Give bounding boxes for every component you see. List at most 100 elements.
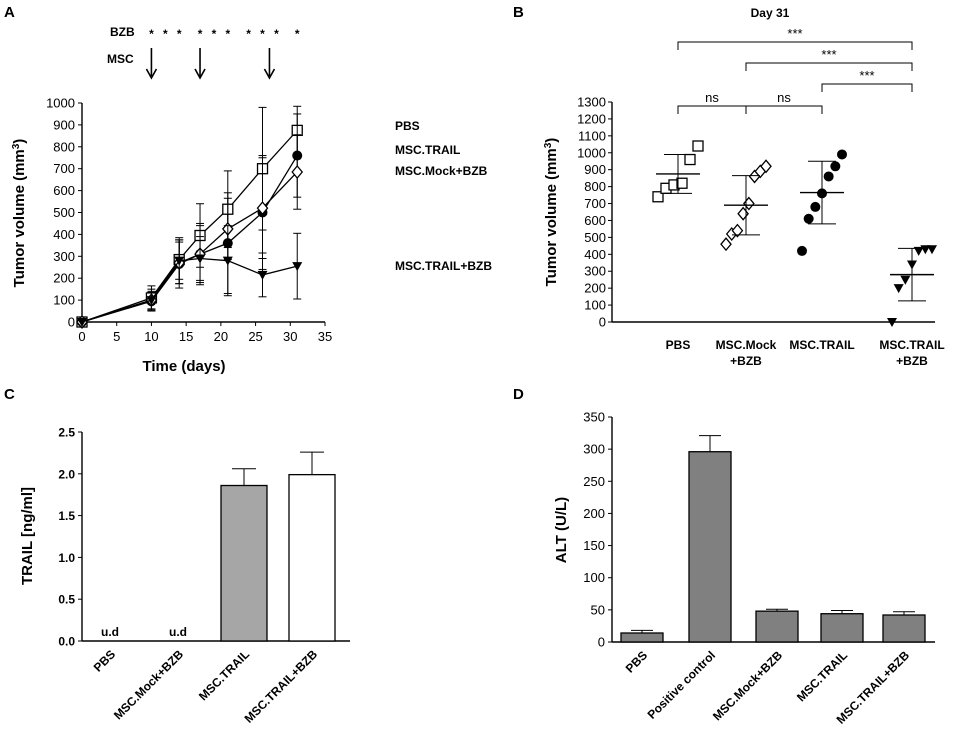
panel-a-msc-arrow (145, 48, 158, 80)
panel-a-ytick-label: 800 (53, 139, 75, 154)
panel-c-ytick-label: 0.5 (58, 593, 75, 607)
panel-c-bar (220, 484, 268, 642)
panel-d-bar (755, 610, 799, 643)
panel-c-ytick-label: 2.0 (58, 467, 75, 481)
panel-d-errbar (831, 610, 853, 614)
panel-a-msc-arrow-head (263, 68, 276, 80)
panel-a-msc-arrow (194, 48, 206, 80)
panel-a-msc-arrow-head (145, 68, 158, 80)
panel-b-category-label: PBS (666, 338, 691, 352)
panel-a-xtick-label: 5 (113, 329, 120, 344)
panel-c-errbar (300, 451, 324, 475)
panel-a-bzb-star: * (246, 27, 251, 41)
panel-b-ytick-label: 500 (584, 230, 606, 245)
panel-c-ytick-label: 1.0 (58, 551, 75, 565)
panel-a-msc-arrow-head (194, 68, 206, 80)
panel-a-point (256, 201, 269, 216)
panel-c-ylabel: TRAIL [ng/ml] (19, 487, 36, 585)
panel-b-point (803, 213, 814, 224)
panel-b-point (887, 318, 897, 327)
panel-c-errbar (232, 468, 256, 486)
panel-b-point (927, 245, 937, 255)
panel-a-series-MSC.TRAIL (77, 113, 303, 327)
panel-a-ytick-label: 500 (53, 205, 75, 220)
panel-a-bzb-star: * (177, 27, 182, 41)
panel-b-ytick-label: 1000 (577, 145, 606, 160)
panel-a-point (195, 254, 206, 264)
panel-a-bzb-star: * (260, 27, 265, 41)
panel-a-ytick-label: 600 (53, 183, 75, 198)
panel-b-point (797, 245, 807, 256)
panel-a-msc-label: MSC (107, 52, 134, 66)
panel-a-xtick-label: 30 (283, 329, 297, 344)
panel-a-ytick-label: 200 (53, 271, 75, 286)
panel-b-category-label: MSC.TRAIL (789, 338, 854, 352)
panel-a-msc-arrow (263, 48, 276, 80)
panel-c-annotation: u.d (101, 625, 119, 639)
panel-a-series-PBS (76, 105, 303, 328)
panel-d-errbar (893, 611, 915, 615)
panel-b-significance-bracket: *** (677, 26, 913, 50)
panel-b-point (823, 171, 834, 182)
panel-d-bar (620, 632, 664, 643)
panel-c-bar-chart: TRAIL [ng/ml] 0.0 0.5 1.0 1.5 2.0 2.5 u.d PBS u.… (19, 426, 350, 726)
panel-d-errbar (699, 435, 721, 452)
panel-a-xlabel: Time (days) (142, 358, 225, 375)
panel-a-bzb-label: BZB (110, 25, 135, 39)
panel-a-line-MSC.TRAIL+BZB (81, 257, 298, 323)
panel-a-xtick-label: 10 (144, 329, 158, 344)
panel-a-bzb-star: * (149, 27, 154, 41)
panel-a-line-chart: Time (days) Tumor volume (mm3) BZB MSC 0… (11, 25, 493, 375)
panel-a-bzb-star: * (163, 27, 168, 41)
panel-b-significance-label: ns (777, 90, 791, 105)
panel-a-series-MSC.Mock+BZB (76, 134, 304, 330)
panel-d-bar (688, 451, 732, 643)
panel-b-point (731, 223, 744, 238)
panel-a-bzb-star: * (225, 27, 230, 41)
panel-a-legend-MSC.Mock+BZB: MSC.Mock+BZB (395, 164, 488, 178)
panel-a-point (292, 262, 303, 272)
panel-b-ytick-label: 800 (584, 179, 606, 194)
panel-b-ytick-label: 200 (584, 281, 606, 296)
panel-b-title: Day 31 (751, 6, 790, 20)
panel-b-point (720, 237, 732, 252)
panel-b-significance-bracket: ns (677, 90, 747, 114)
panel-b-ytick-label: 1200 (577, 111, 606, 126)
panel-a-xtick-label: 25 (248, 329, 262, 344)
panel-a-legend-PBS: PBS (395, 119, 420, 133)
panel-b-significance-label: *** (821, 47, 836, 62)
panel-a-point (146, 296, 157, 306)
panel-b-sd-bar (664, 153, 692, 194)
panel-b-ytick-label: 100 (584, 298, 606, 313)
panel-b-category-label: MSC.TRAIL +BZB (879, 338, 944, 368)
panel-b-ytick-label: 600 (584, 213, 606, 228)
panel-b-point (810, 201, 821, 212)
panel-d-category-label: PBS (623, 648, 650, 675)
panel-a-xtick-label: 20 (214, 329, 228, 344)
panel-b-point (830, 161, 841, 172)
panel-c-category-label: MSC.TRAIL (196, 647, 252, 703)
panel-a-point (222, 256, 233, 266)
panel-b-point (900, 275, 911, 285)
panel-a-ytick-label: 100 (53, 293, 75, 308)
panel-b-scatter-chart: Day 31 Tumor volume (mm3) 0 100 200 300 400 5… (543, 6, 945, 368)
panel-a-ytick-label: 1000 (46, 96, 75, 111)
panel-b-significance-bracket: ns (745, 90, 823, 114)
panel-a-ytick-label: 0 (68, 315, 75, 330)
panel-d-ytick-label: 150 (583, 538, 605, 553)
panel-d-errbar (631, 629, 653, 633)
panel-d-ytick-label: 200 (583, 506, 605, 521)
panel-d-ytick-label: 300 (583, 442, 605, 457)
panel-a-point (174, 256, 185, 266)
panel-b-sd-bar (732, 175, 760, 236)
panel-a-xtick-label: 15 (179, 329, 193, 344)
panel-d-category-label: MSC.TRAIL (794, 648, 850, 704)
panel-a-point (291, 164, 304, 180)
panel-b-bracket-line (821, 83, 913, 92)
panel-b-bracket-line (745, 62, 913, 71)
panel-b-point (737, 206, 749, 221)
panel-a-bzb-star: * (198, 27, 203, 41)
panel-b-group-MSC.TRAIL (797, 149, 847, 256)
panel-b-significance-bracket: *** (821, 68, 913, 92)
